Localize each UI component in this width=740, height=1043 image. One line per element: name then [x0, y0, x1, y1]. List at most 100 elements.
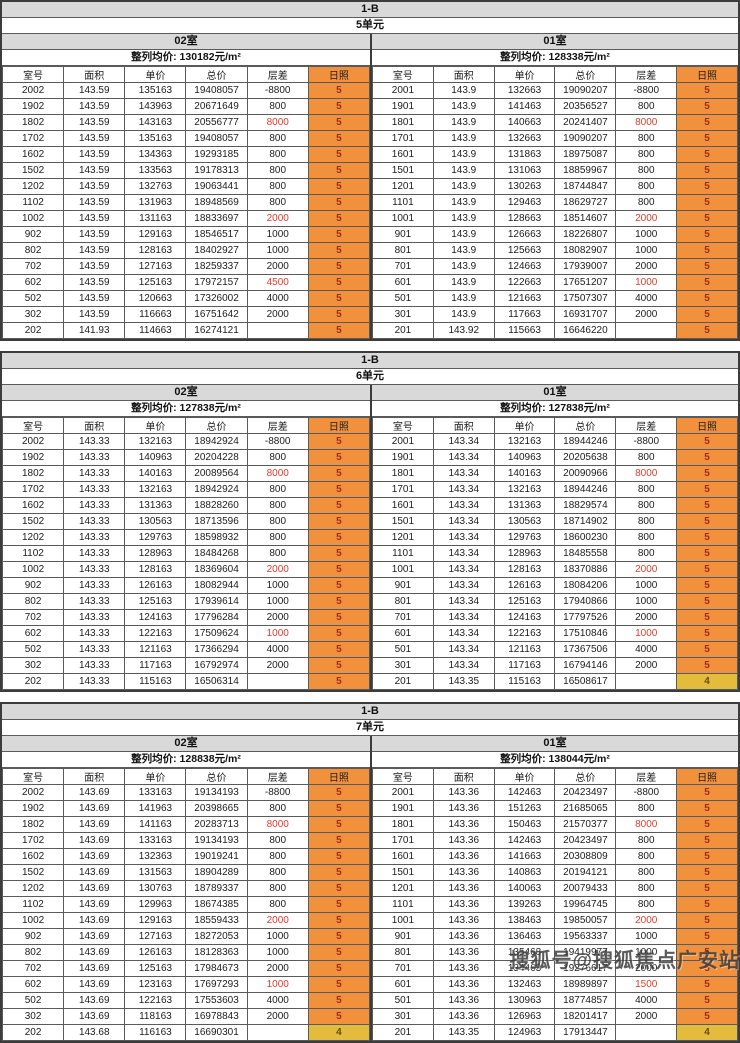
floor-diff-cell: 2000 [246, 657, 309, 674]
unit-price-cell: 140163 [124, 465, 187, 482]
room-number-cell: 202 [1, 673, 65, 690]
unit-price-cell: 125663 [493, 242, 556, 259]
floor-diff-cell: 800 [246, 529, 309, 546]
unit-price-cell: 141963 [124, 800, 187, 817]
total-price-cell: 18082907 [554, 242, 617, 259]
sunshine-cell: 5 [676, 625, 738, 642]
unit-price-cell: 151263 [493, 800, 556, 817]
total-price-cell: 18128363 [185, 944, 248, 961]
total-price-cell: 18975087 [554, 146, 617, 163]
unit-price-cell: 131963 [124, 194, 187, 211]
sunshine-cell: 5 [676, 465, 738, 482]
room-label: 01室 [372, 34, 738, 50]
total-price-cell: 16792974 [185, 657, 248, 674]
room-number-cell: 702 [1, 960, 65, 977]
floor-diff-cell: 1500 [615, 976, 678, 993]
room-section: 02室 整列均价: 127838元/m² 室号 面积 单价 总价 层差 日照 2002 14… [1, 385, 371, 690]
sunshine-cell: 5 [307, 306, 371, 323]
room-number-cell: 1201 [372, 529, 434, 546]
area-cell: 143.59 [63, 306, 126, 323]
sunshine-cell: 5 [676, 290, 738, 307]
room-number-cell: 301 [372, 1008, 434, 1025]
column-header-row: 室号 面积 单价 总价 层差 日照 [372, 417, 738, 434]
floor-diff-cell: 2000 [246, 561, 309, 578]
area-cell: 143.59 [63, 258, 126, 275]
room-number-cell: 202 [1, 1024, 65, 1041]
total-price-cell: 20398665 [185, 800, 248, 817]
floor-diff-cell: 2000 [615, 912, 678, 929]
floor-diff-cell: 2000 [615, 210, 678, 227]
unit-price-cell: 117163 [493, 657, 556, 674]
total-price-cell: 20089564 [185, 465, 248, 482]
unit-price-cell: 133163 [124, 784, 187, 801]
sunshine-cell: 5 [307, 146, 371, 163]
room-number-cell: 1502 [1, 864, 65, 881]
unit-price-cell: 140963 [493, 449, 556, 466]
column-header: 日照 [676, 768, 738, 785]
floor-diff-cell: 800 [246, 545, 309, 562]
total-price-cell: 20556777 [185, 114, 248, 131]
total-price-cell: 18402927 [185, 242, 248, 259]
floor-diff-cell: 800 [246, 880, 309, 897]
total-price-cell: 18942924 [185, 481, 248, 498]
floor-diff-cell [246, 673, 309, 690]
area-cell: 143.36 [432, 944, 495, 961]
column-header: 室号 [1, 66, 65, 83]
floor-diff-cell: 800 [615, 800, 678, 817]
area-cell: 143.92 [432, 322, 495, 339]
room-number-cell: 1202 [1, 178, 65, 195]
unit-price-cell: 139263 [493, 896, 556, 913]
area-cell: 143.33 [63, 641, 126, 658]
floor-diff-cell: 2000 [615, 306, 678, 323]
total-price-cell: 21570377 [554, 816, 617, 833]
room-number-cell: 1501 [372, 162, 434, 179]
unit-price-cell: 140063 [493, 880, 556, 897]
area-cell: 143.59 [63, 114, 126, 131]
column-header: 总价 [554, 417, 617, 434]
sunshine-cell: 5 [307, 274, 371, 291]
price-table: 室号 面积 单价 总价 层差 日照 2002 143.59 135163 19408057 -88… [1, 66, 371, 339]
room-number-cell: 1701 [372, 481, 434, 498]
room-number-cell: 502 [1, 992, 65, 1009]
sunshine-cell: 5 [307, 82, 371, 99]
area-cell: 143.33 [63, 625, 126, 642]
area-cell: 143.35 [432, 673, 495, 690]
unit-price-cell: 132163 [493, 433, 556, 450]
unit-price-cell: 150463 [493, 816, 556, 833]
room-number-cell: 1002 [1, 210, 65, 227]
floor-diff-cell: 4000 [615, 992, 678, 1009]
room-number-cell: 1101 [372, 194, 434, 211]
unit-price-cell: 140663 [493, 114, 556, 131]
sunshine-cell: 5 [676, 130, 738, 147]
price-row: 2001 143.9 132663 19090207 -8800 5 [372, 82, 738, 99]
sunshine-cell: 5 [676, 944, 738, 961]
total-price-cell: 18674385 [185, 896, 248, 913]
total-price-cell: 17940866 [554, 593, 617, 610]
sunshine-cell: 5 [307, 928, 371, 945]
area-cell: 143.33 [63, 481, 126, 498]
area-cell: 143.59 [63, 210, 126, 227]
room-number-cell: 2002 [1, 82, 65, 99]
price-table: 室号 面积 单价 总价 层差 日照 2001 143.9 132663 19090207 -880… [372, 66, 738, 339]
room-number-cell: 1102 [1, 194, 65, 211]
sunshine-cell: 5 [676, 146, 738, 163]
floor-diff-cell: 800 [615, 848, 678, 865]
area-cell: 143.36 [432, 864, 495, 881]
floor-diff-cell: 1000 [246, 976, 309, 993]
price-row: 502 143.59 120663 17326002 4000 5 [1, 290, 371, 307]
floor-diff-cell: 800 [615, 880, 678, 897]
area-cell: 143.69 [63, 800, 126, 817]
total-price-cell: 18598932 [185, 529, 248, 546]
total-price-cell: 18948569 [185, 194, 248, 211]
price-row: 201 143.35 124963 17913447 4 [372, 1024, 738, 1041]
total-price-cell: 20204228 [185, 449, 248, 466]
area-cell: 143.34 [432, 625, 495, 642]
column-header: 单价 [124, 768, 187, 785]
total-price-cell: 18774857 [554, 992, 617, 1009]
sunshine-cell: 4 [676, 1024, 738, 1041]
floor-diff-cell: 800 [615, 449, 678, 466]
total-price-cell: 18713596 [185, 513, 248, 530]
sunshine-cell: 5 [307, 625, 371, 642]
room-number-cell: 1901 [372, 800, 434, 817]
total-price-cell: 17797526 [554, 609, 617, 626]
